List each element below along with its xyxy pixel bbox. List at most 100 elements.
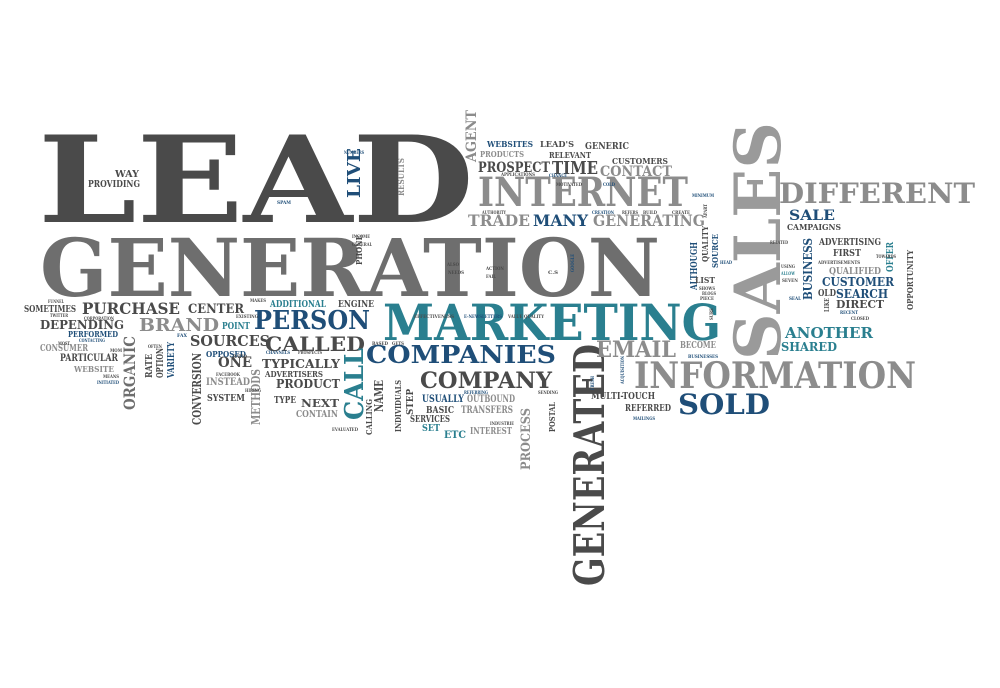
word-become: BECOME [680, 341, 716, 351]
word-set: SET [422, 424, 440, 434]
word-business: BUSINESS [801, 238, 815, 300]
word-list: LIST [695, 275, 715, 285]
word-transfers: TRANSFERS [461, 405, 513, 416]
word-chance: CHANCE [549, 173, 567, 179]
word-website: WEBSITE [73, 364, 114, 374]
word-contact: CONTACT [600, 164, 673, 180]
word-prospects: PROSPECTS [298, 350, 322, 356]
word-results: RESULTS [396, 158, 406, 196]
word-google: GOOGLE [570, 254, 576, 272]
word-refers: REFERS [622, 210, 638, 216]
word-also: ALSO [446, 262, 459, 268]
word-numbers: NUMBERS [344, 150, 364, 156]
word-rate: RATE [145, 354, 155, 378]
word-applications: APPLICATIONS [500, 172, 535, 178]
word-corporation: CORPORATION [84, 316, 114, 322]
word-time: TIME [552, 158, 598, 179]
word-piece: PIECE [700, 296, 714, 302]
word-sale: SALE [789, 208, 835, 224]
word-live: LIVE [344, 148, 365, 198]
word-generation: GENERATION [40, 221, 660, 315]
word-prospect: PROSPECT [478, 160, 550, 176]
word-sold: SOLD [678, 388, 770, 421]
word-typically: TYPICALLY [262, 357, 340, 371]
word-spam: SPAM [277, 200, 291, 206]
word-like: LIKE [824, 298, 831, 312]
word-effectiveness: EFFECTIVENESS [414, 314, 454, 320]
word-direct: DIRECT [836, 298, 885, 311]
word-advertising: ADVERTISING [818, 238, 881, 248]
word-interest: INTEREST [470, 427, 512, 437]
word-opposed: OPPOSED [206, 349, 246, 359]
word-agent: AGENT [464, 109, 480, 162]
word-purchase: PURCHASE [82, 299, 180, 318]
word-companies: COMPANIES [366, 340, 556, 369]
word-name: NAME [372, 380, 386, 412]
word-existing: EXISTING [236, 314, 258, 320]
word-businesses: BUSINESSES [688, 354, 718, 360]
word-offer: OFFER [886, 242, 896, 272]
word-needs: NEEDS [448, 270, 464, 276]
word-mom: MOM [110, 348, 122, 354]
word-minimum: MINIMUM [692, 193, 714, 199]
word-referred: REFERRED [625, 404, 671, 414]
word-product: PRODUCT [276, 377, 340, 391]
word-enewsletters: E-NEWSLETTERS [464, 314, 502, 320]
word-ratio: RATIO [233, 354, 247, 360]
word-different: DIFFERENT [779, 177, 975, 210]
word-gets: GETS [392, 341, 404, 347]
word-advertisements: ADVERTISEMENTS [817, 260, 860, 266]
word-way: WAY [114, 170, 140, 180]
word-type: TYPE [274, 396, 296, 406]
word-company: COMPANY [420, 368, 552, 394]
word-most: MOST [58, 341, 70, 347]
word-closed: CLOSED [851, 316, 870, 322]
word-motivated: MOTIVATED [556, 182, 582, 188]
word-conversion: CONVERSION [190, 353, 204, 425]
word-point: POINT [222, 322, 250, 332]
word-evaluated: EVALUATED [332, 427, 359, 433]
word-industrie: INDUSTRIE [490, 421, 514, 427]
word-postal: POSTAL [547, 402, 557, 432]
word-twitter: TWITTER [50, 313, 69, 319]
word-general: GENERAL [352, 242, 372, 248]
word-seven: SEVEN [782, 278, 798, 284]
word-websites: WEBSITES [486, 139, 533, 149]
word-quality: QUALITY [700, 226, 710, 262]
word-call: CALL [340, 348, 370, 420]
word-makes: MAKES [250, 298, 266, 304]
word-authority: AUTHORITY [481, 210, 506, 216]
word-brand: BRAND [139, 315, 219, 336]
word-providing: PROVIDING [88, 180, 140, 190]
word-services: SERVICES [410, 415, 450, 425]
word-called: CALLED [265, 332, 365, 356]
word-create: CREATE [672, 210, 690, 216]
word-often: OFTEN [148, 344, 162, 350]
word-qualified: QUALIFIED [829, 267, 881, 277]
word-engine: ENGINE [338, 300, 374, 310]
word-sales: SALES [721, 122, 796, 360]
word-old: OLD [818, 289, 836, 299]
word-customers: CUSTOMERS [612, 156, 668, 166]
word-one: ONE [218, 355, 252, 371]
word-value-quality: VALUE QUALITY [507, 314, 544, 320]
word-email: EMAIL [596, 337, 676, 363]
word-referring: REFERRING [464, 390, 488, 396]
word-shared: SHARED [781, 340, 837, 354]
word-process: PROCESS [519, 408, 534, 470]
word-using: USING [781, 264, 795, 270]
word-recent: RECENT [840, 310, 858, 316]
word-allow: ALLOW [780, 271, 795, 277]
word-opportunity: OPPORTUNITY [905, 250, 915, 310]
word-acquisition: ACQUISITION [620, 356, 626, 385]
word-generic: GENERIC [585, 142, 629, 152]
word-person: PERSON [254, 306, 370, 336]
word-individuals: INDIVIDUALS [393, 380, 403, 432]
word-particular: PARTICULAR [60, 353, 119, 364]
word-sometimes: SOMETIMES [24, 305, 76, 315]
word-means: MEANS [103, 374, 119, 380]
word-towards: TOWARDS [876, 254, 896, 260]
word-fax: FAX [177, 333, 187, 339]
word-calling: CALLING [364, 399, 374, 435]
